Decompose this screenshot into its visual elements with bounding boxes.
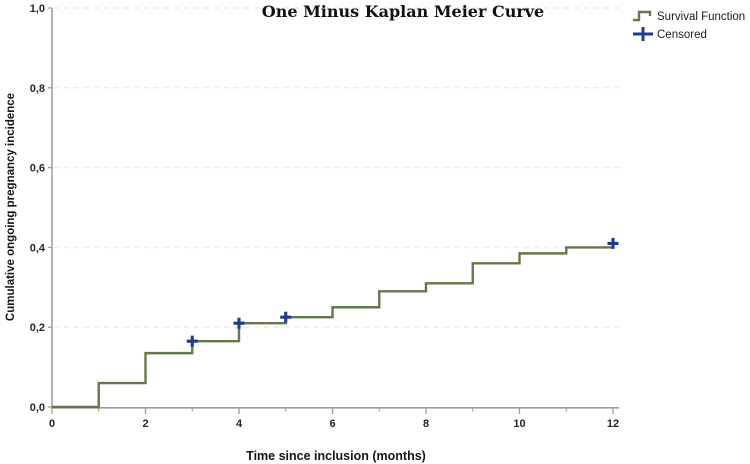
y-tick-label: 0,0 <box>30 402 45 414</box>
y-tick-label: 0,2 <box>30 322 45 334</box>
censored-marker <box>280 311 292 323</box>
x-tick-label: 10 <box>513 418 525 430</box>
x-tick-label: 12 <box>607 418 619 430</box>
x-tick-label: 8 <box>423 418 429 430</box>
censored-marker <box>607 237 619 249</box>
censored-markers <box>186 237 619 347</box>
y-tick-label: 0,4 <box>30 242 46 254</box>
x-tick-label: 0 <box>49 418 55 430</box>
legend-label-survival-function: Survival Function <box>657 11 745 23</box>
legend: Survival Function Censored <box>633 10 745 41</box>
y-axis-title: Cumulative ongoing pregnancy incidence <box>5 93 17 321</box>
survival-function-step-icon <box>633 10 652 22</box>
x-tick-label: 4 <box>236 418 243 430</box>
y-tick-label: 0,6 <box>30 163 45 175</box>
y-tick-label: 0,8 <box>30 83 45 95</box>
axes <box>51 8 619 409</box>
y-tick-label: 1,0 <box>30 3 45 15</box>
x-axis-title: Time since inclusion (months) <box>246 449 426 463</box>
x-tick-label: 6 <box>329 418 335 430</box>
legend-item-censored: Censored <box>633 27 707 41</box>
censored-plus-icon <box>633 27 653 41</box>
survival-function-curve <box>52 242 618 409</box>
gridlines <box>54 7 622 328</box>
legend-item-survival-function: Survival Function <box>633 10 745 23</box>
censored-marker <box>186 335 198 347</box>
censored-marker <box>233 317 245 329</box>
survival-function-step-line <box>52 242 618 409</box>
y-axis-ticks: 0,0 0,2 0,4 0,6 0,8 1,0 <box>30 3 52 414</box>
legend-label-censored: Censored <box>657 29 707 41</box>
x-axis-ticks: 0 2 4 6 8 10 12 <box>49 408 619 430</box>
chart-title: One Minus Kaplan Meier Curve <box>262 2 544 21</box>
x-tick-label: 2 <box>142 418 148 430</box>
